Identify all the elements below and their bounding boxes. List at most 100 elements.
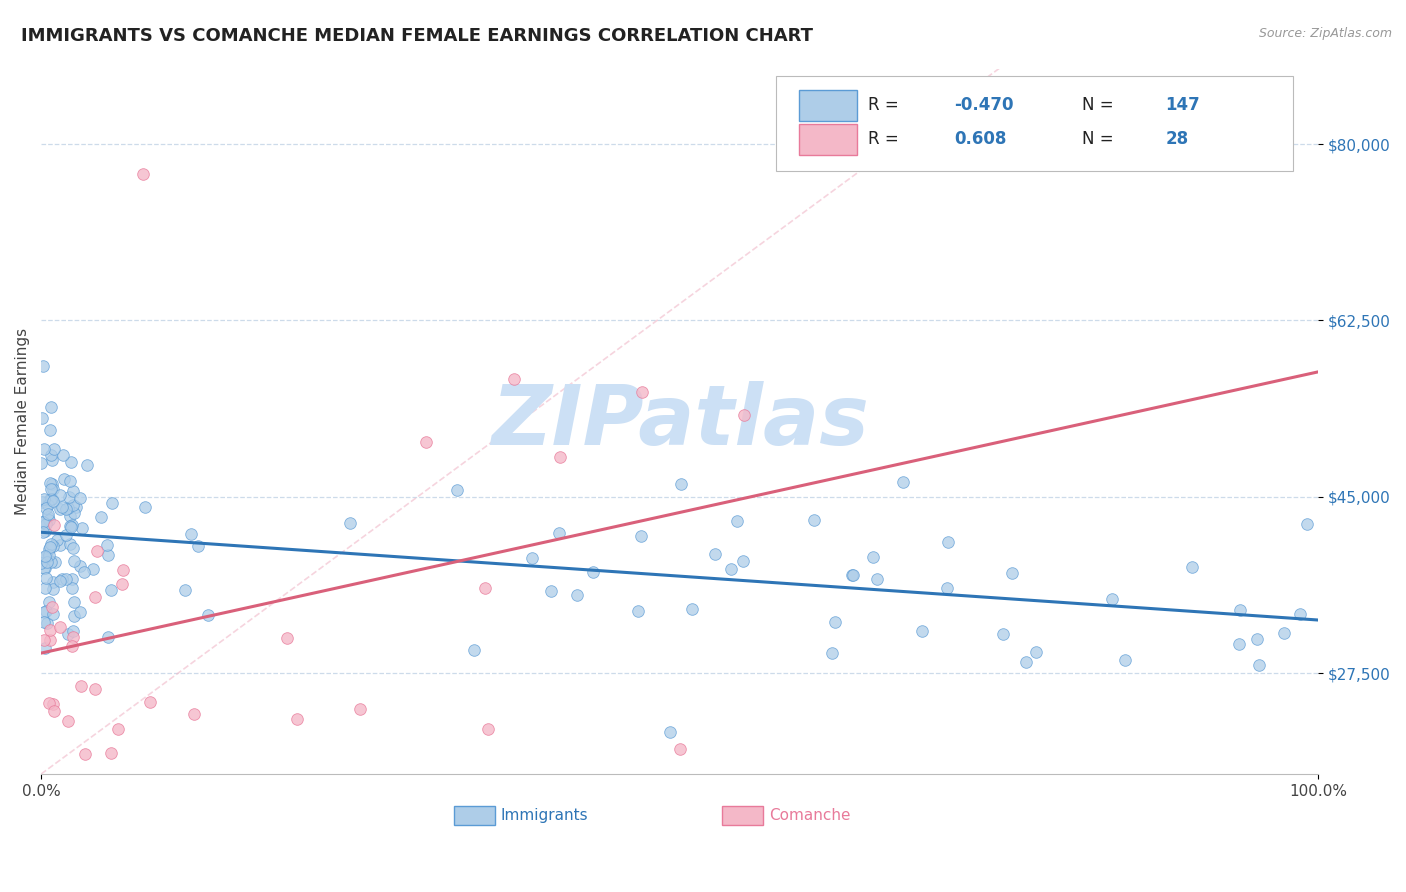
Point [58, 490, 80, 504]
Point [60, 572, 83, 586]
Point [138, 695, 160, 709]
Point [41, 482, 63, 496]
Point [30, 456, 52, 470]
Point [991, 627, 1014, 641]
Point [39, 483, 62, 497]
Point [866, 572, 889, 586]
Point [630, 529, 652, 543]
Point [1227, 637, 1250, 651]
Point [803, 513, 825, 527]
Point [44, 555, 66, 569]
Point [49, 574, 72, 589]
Point [48, 488, 70, 502]
Point [60, 518, 83, 533]
Point [548, 525, 571, 540]
Point [463, 643, 485, 657]
Point [72, 566, 94, 580]
Point [41, 452, 63, 467]
Point [703, 547, 725, 561]
Point [60, 581, 83, 595]
Point [73, 747, 96, 761]
Point [34, 549, 56, 564]
Point [32, 605, 55, 619]
Point [86, 543, 108, 558]
Point [55, 528, 77, 542]
Point [134, 500, 156, 515]
Point [34, 640, 56, 655]
Point [37, 507, 59, 521]
Text: -0.470: -0.470 [955, 96, 1014, 114]
Point [502, 372, 524, 386]
Point [34, 571, 56, 585]
Point [49, 620, 72, 634]
Point [582, 565, 605, 579]
Point [41, 491, 63, 506]
Text: 28: 28 [1166, 130, 1188, 148]
Point [34, 581, 56, 595]
Point [42, 494, 65, 508]
Point [83, 681, 105, 696]
Text: Source: ZipAtlas.com: Source: ZipAtlas.com [1258, 27, 1392, 40]
Point [56, 627, 79, 641]
Point [415, 435, 437, 450]
Point [38, 493, 60, 508]
Point [63, 554, 86, 568]
Point [936, 581, 959, 595]
Point [44, 517, 66, 532]
Point [1288, 607, 1310, 621]
Point [112, 563, 135, 577]
Point [180, 526, 202, 541]
Point [38, 633, 60, 648]
Point [39, 448, 62, 462]
Text: ZIPatlas: ZIPatlas [491, 381, 869, 462]
FancyBboxPatch shape [776, 76, 1294, 171]
Point [70, 680, 93, 694]
Text: R =: R = [868, 96, 898, 114]
Point [38, 696, 60, 710]
Point [51, 572, 73, 586]
Point [111, 577, 134, 591]
Point [174, 582, 197, 597]
Point [31, 495, 53, 509]
Point [34, 524, 56, 538]
Point [446, 483, 468, 497]
Point [62, 484, 84, 499]
Point [34, 517, 56, 532]
Point [97, 630, 120, 644]
Point [90, 510, 112, 524]
FancyBboxPatch shape [799, 124, 858, 154]
Point [44, 442, 66, 456]
Point [62, 506, 84, 520]
Point [1114, 653, 1136, 667]
Point [32, 632, 55, 647]
Point [37, 549, 59, 564]
Point [820, 646, 842, 660]
Point [1001, 566, 1024, 580]
Point [42, 607, 65, 621]
Point [38, 595, 60, 609]
Point [187, 539, 209, 553]
Point [1015, 655, 1038, 669]
Point [30, 556, 52, 570]
Point [276, 631, 298, 645]
Point [60, 639, 83, 653]
Point [32, 491, 55, 506]
Point [62, 624, 84, 638]
Point [520, 551, 543, 566]
Point [32, 615, 55, 630]
Point [35, 615, 58, 630]
Point [668, 741, 690, 756]
Point [56, 500, 79, 515]
Point [46, 533, 69, 547]
Point [51, 500, 73, 514]
Point [39, 400, 62, 414]
Point [893, 475, 915, 489]
Point [59, 455, 82, 469]
Point [31, 411, 53, 425]
Point [63, 608, 86, 623]
Point [669, 477, 692, 491]
Point [32, 515, 55, 529]
Point [37, 509, 59, 524]
Point [32, 524, 55, 539]
Text: Comanche: Comanche [769, 808, 851, 823]
